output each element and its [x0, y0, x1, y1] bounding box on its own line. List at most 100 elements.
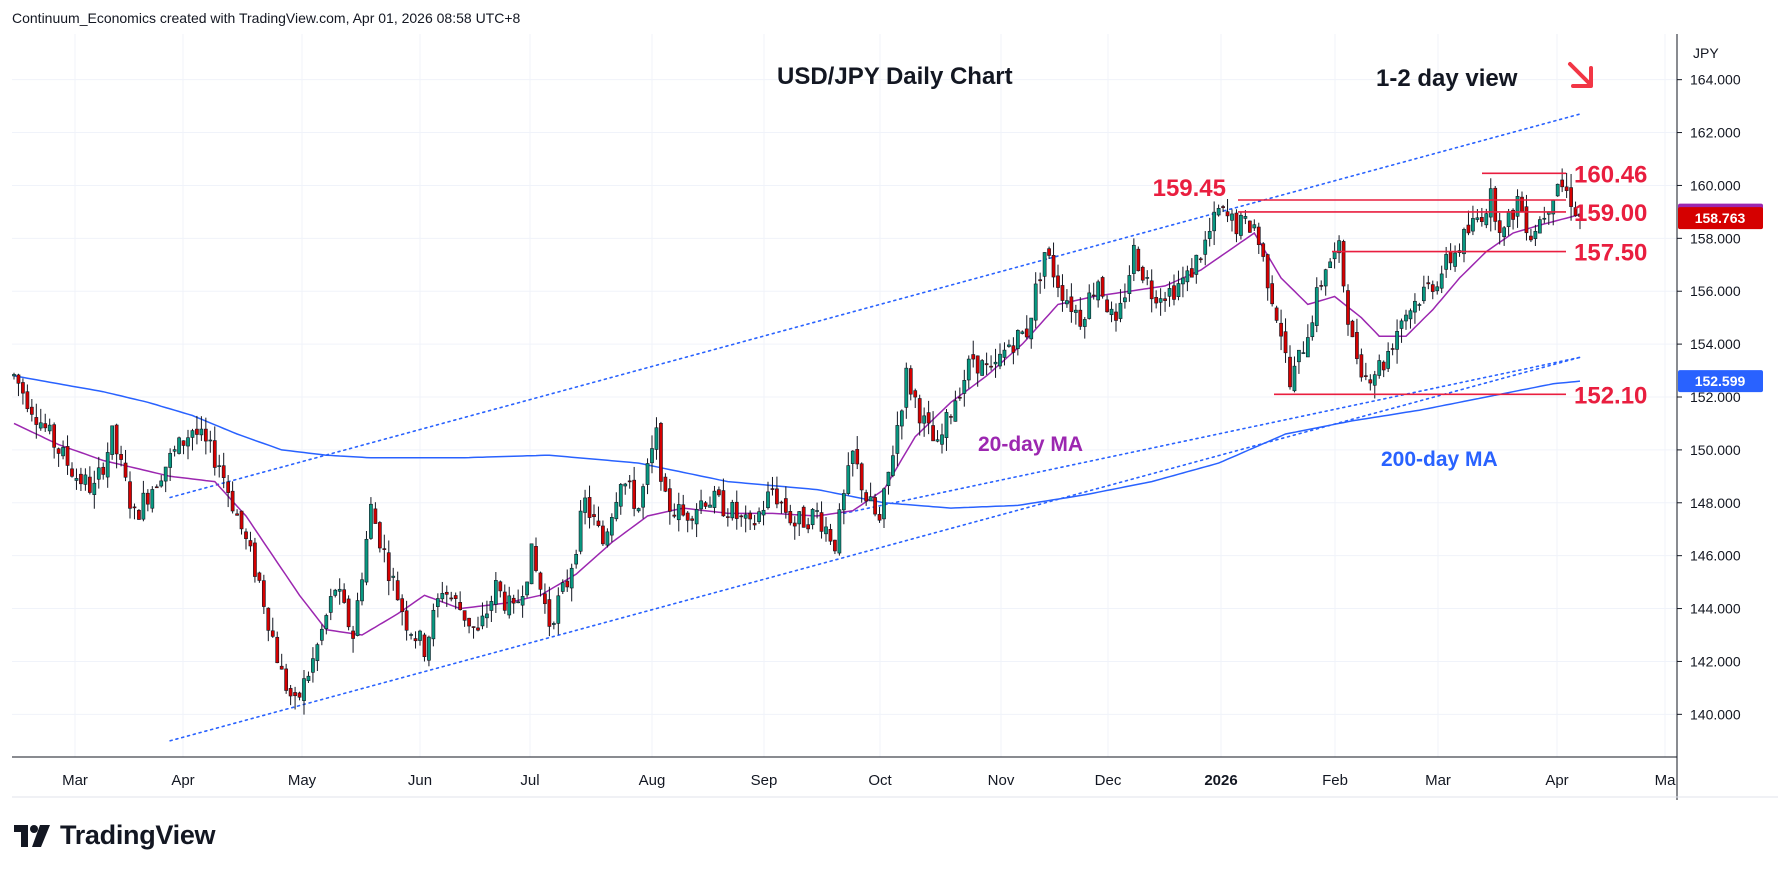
candle-body — [458, 602, 463, 610]
candle-body — [578, 510, 583, 552]
candle-body — [770, 488, 775, 490]
candle-body — [186, 437, 190, 447]
candle-body — [1065, 300, 1069, 305]
candle — [511, 594, 516, 614]
candle — [859, 462, 864, 503]
candle — [1560, 168, 1565, 193]
trend-channel — [169, 113, 1581, 742]
candle-body — [1230, 213, 1234, 221]
candle — [1569, 173, 1573, 221]
candle — [1127, 265, 1132, 302]
candle-body — [601, 525, 605, 545]
candle-body — [1355, 332, 1359, 359]
candle — [721, 478, 726, 517]
candle-body — [895, 425, 900, 454]
candle — [70, 462, 74, 478]
candle-body — [1502, 227, 1507, 238]
candle — [355, 592, 360, 637]
candle-body — [502, 591, 507, 611]
candle — [1297, 349, 1301, 374]
candle-body — [779, 501, 784, 504]
candle-body — [1033, 283, 1038, 321]
candle-body — [1350, 320, 1355, 338]
candle-body — [235, 513, 239, 516]
level-label-157-50: 157.50 — [1574, 240, 1647, 267]
candle-body — [328, 596, 333, 613]
candle — [592, 504, 596, 526]
candle-body — [1015, 330, 1020, 349]
candle — [1042, 252, 1047, 289]
candle-body — [1564, 186, 1569, 191]
tradingview-wordmark: TradingView — [60, 820, 216, 850]
candle — [833, 539, 837, 555]
candle-body — [74, 478, 79, 481]
candle-body — [1007, 344, 1011, 347]
candle-body — [1038, 279, 1043, 282]
candle-body — [315, 644, 320, 661]
candle-body — [498, 581, 503, 592]
plot-area[interactable] — [12, 34, 1676, 757]
candle-body — [534, 546, 538, 571]
x-tick-label: Ma — [1655, 772, 1676, 789]
candle-body — [1225, 211, 1230, 217]
candle — [279, 653, 284, 670]
candle — [186, 429, 190, 460]
candle-body — [435, 598, 440, 607]
candle — [56, 447, 61, 467]
candle — [1185, 265, 1190, 292]
candle — [1301, 341, 1306, 355]
candle-body — [1511, 209, 1515, 220]
candle-body — [953, 400, 958, 422]
candle-body — [132, 506, 137, 509]
candle-body — [462, 610, 467, 621]
candle-body — [1341, 241, 1346, 287]
candle — [34, 403, 39, 439]
candle — [734, 490, 739, 530]
candle — [1234, 209, 1239, 243]
candle — [1368, 374, 1373, 391]
candle-body — [177, 437, 181, 454]
candle — [873, 493, 877, 517]
candle — [1140, 265, 1145, 284]
candle — [1136, 246, 1141, 272]
candle-body — [1096, 281, 1101, 301]
candle-body — [1172, 285, 1176, 300]
candle — [846, 452, 851, 496]
candle-body — [1252, 224, 1257, 229]
tradingview-brand[interactable]: TradingView — [14, 820, 216, 851]
candle-body — [1413, 300, 1417, 313]
candle-body — [449, 597, 454, 600]
candle — [195, 415, 199, 445]
candle-body — [1288, 356, 1292, 388]
candle — [373, 502, 378, 524]
candle — [257, 571, 262, 583]
candle — [61, 440, 65, 460]
candle — [676, 492, 681, 532]
candle — [52, 422, 57, 459]
candle — [632, 466, 637, 517]
candle-body — [855, 449, 860, 465]
candle — [221, 452, 226, 489]
candle — [864, 489, 869, 506]
candle — [824, 517, 828, 542]
candle — [998, 343, 1002, 370]
candle-body — [418, 630, 422, 641]
candle — [618, 483, 623, 515]
candle-body — [181, 440, 186, 446]
candle-body — [1417, 304, 1422, 306]
candle-body — [551, 623, 556, 625]
candle — [989, 355, 993, 371]
candle — [306, 671, 311, 683]
candle — [342, 583, 347, 604]
candle — [899, 409, 904, 440]
candle — [1310, 315, 1315, 341]
candle-body — [583, 497, 587, 513]
candle-body — [650, 448, 654, 464]
candle-body — [25, 391, 30, 410]
candle — [507, 586, 512, 619]
candle-body — [931, 425, 935, 442]
candle — [543, 583, 547, 614]
candle-body — [810, 509, 815, 526]
candle-body — [1127, 275, 1132, 294]
